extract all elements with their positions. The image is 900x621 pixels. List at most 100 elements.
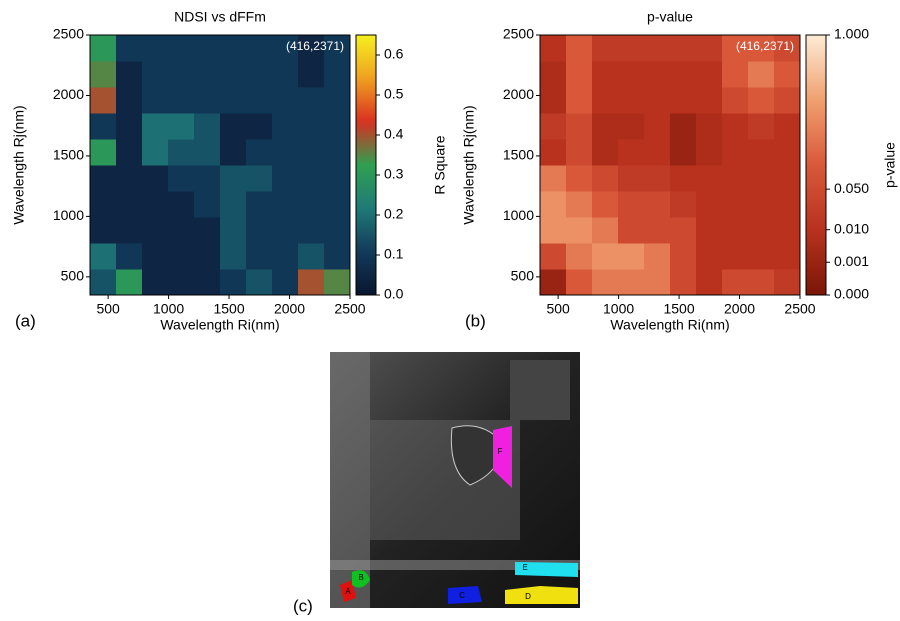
heatmap-cell bbox=[618, 61, 645, 88]
heatmap-cell bbox=[696, 113, 723, 140]
chart-title: p-value bbox=[647, 9, 693, 25]
heatmap-cell bbox=[566, 243, 593, 270]
y-tick-label: 1000 bbox=[503, 207, 534, 223]
heatmap-cell bbox=[644, 269, 671, 296]
heatmap-cell bbox=[116, 269, 143, 296]
heatmap-cell bbox=[324, 165, 351, 192]
heatmap-cell bbox=[168, 191, 195, 218]
heatmap-cell bbox=[116, 87, 143, 114]
heatmap-cell bbox=[644, 139, 671, 166]
heatmap-cell bbox=[722, 113, 749, 140]
heatmap-cell bbox=[644, 87, 671, 114]
heatmap-cell bbox=[116, 165, 143, 192]
region-label: C bbox=[459, 591, 465, 600]
heatmap-cell bbox=[116, 243, 143, 270]
colorbar-tick-label: 0.0 bbox=[384, 286, 404, 302]
heatmap-cell bbox=[168, 243, 195, 270]
heatmap-cell bbox=[540, 165, 567, 192]
heatmap-cell bbox=[90, 61, 117, 88]
heatmap-cell bbox=[566, 217, 593, 244]
heatmap-cell bbox=[774, 139, 801, 166]
x-tick-label: 1000 bbox=[153, 301, 184, 317]
heatmap-cell bbox=[246, 165, 273, 192]
heatmap-cell bbox=[246, 269, 273, 296]
x-tick-label: 2500 bbox=[784, 301, 815, 317]
heatmap-cell bbox=[142, 269, 169, 296]
heatmap-cell bbox=[540, 35, 567, 62]
heatmap-cell bbox=[670, 165, 697, 192]
heatmap-cell bbox=[90, 113, 117, 140]
x-tick-label: 2500 bbox=[334, 301, 365, 317]
heatmap-cell bbox=[220, 87, 247, 114]
heatmap-cell bbox=[592, 269, 619, 296]
heatmap-cell bbox=[722, 61, 749, 88]
heatmap-cell bbox=[324, 269, 351, 296]
annotation: (416,2371) bbox=[286, 39, 344, 53]
heatmap-cell bbox=[774, 87, 801, 114]
heatmap-cell bbox=[324, 243, 351, 270]
heatmap-cell bbox=[696, 87, 723, 114]
region-label: B bbox=[358, 573, 363, 582]
heatmap-cell bbox=[298, 87, 325, 114]
heatmap-cell bbox=[298, 165, 325, 192]
heatmap-cell bbox=[592, 87, 619, 114]
heatmap-cell bbox=[696, 243, 723, 270]
heatmap-cell bbox=[272, 139, 299, 166]
y-tick-label: 1500 bbox=[503, 147, 534, 163]
heatmap-cell bbox=[272, 61, 299, 88]
heatmap-cell bbox=[272, 217, 299, 244]
heatmap-cell bbox=[194, 269, 221, 296]
heatmap-cell bbox=[246, 61, 273, 88]
heatmap-cell bbox=[774, 269, 801, 296]
heatmap-cell bbox=[142, 113, 169, 140]
heatmap-cell bbox=[142, 35, 169, 62]
heatmap-cell bbox=[194, 191, 221, 218]
heatmap-cell bbox=[748, 243, 775, 270]
chart-title: NDSI vs dFFm bbox=[174, 9, 266, 25]
x-tick-label: 500 bbox=[96, 301, 120, 317]
heatmap-cell bbox=[298, 269, 325, 296]
heatmap-cell bbox=[246, 243, 273, 270]
heatmap-cell bbox=[670, 87, 697, 114]
heatmap-cell bbox=[748, 191, 775, 218]
heatmap-cell bbox=[168, 113, 195, 140]
y-tick-label: 1500 bbox=[53, 147, 84, 163]
heatmap-cell bbox=[168, 139, 195, 166]
heatmap-cell bbox=[220, 61, 247, 88]
heatmap-cell bbox=[142, 165, 169, 192]
heatmap-cell bbox=[774, 243, 801, 270]
heatmap-cell bbox=[566, 61, 593, 88]
heatmap-cell bbox=[168, 87, 195, 114]
heatmap-cell bbox=[618, 139, 645, 166]
heatmap-cell bbox=[644, 165, 671, 192]
heatmap bbox=[540, 35, 801, 296]
panel-label: (a) bbox=[15, 311, 36, 330]
region-label: E bbox=[522, 563, 527, 572]
heatmap-cell bbox=[774, 113, 801, 140]
heatmap-cell bbox=[324, 217, 351, 244]
region-label: F bbox=[498, 447, 503, 456]
heatmap-cell bbox=[220, 35, 247, 62]
heatmap-cell bbox=[220, 243, 247, 270]
colorbar bbox=[356, 35, 376, 295]
heatmap-cell bbox=[644, 217, 671, 244]
heatmap-cell bbox=[142, 139, 169, 166]
heatmap-cell bbox=[168, 61, 195, 88]
heatmap-cell bbox=[540, 87, 567, 114]
heatmap-cell bbox=[220, 113, 247, 140]
heatmap-cell bbox=[194, 61, 221, 88]
heatmap-cell bbox=[246, 87, 273, 114]
heatmap-cell bbox=[246, 139, 273, 166]
heatmap-cell bbox=[90, 191, 117, 218]
heatmap-cell bbox=[540, 191, 567, 218]
heatmap-cell bbox=[194, 35, 221, 62]
heatmap-cell bbox=[220, 191, 247, 218]
region-label: D bbox=[525, 592, 531, 601]
y-tick-label: 500 bbox=[61, 268, 85, 284]
heatmap-cell bbox=[324, 113, 351, 140]
heatmap-cell bbox=[168, 165, 195, 192]
heatmap-cell bbox=[696, 165, 723, 192]
y-axis-label: Wavelength Rj(nm) bbox=[461, 105, 477, 224]
heatmap-cell bbox=[748, 165, 775, 192]
heatmap-cell bbox=[194, 113, 221, 140]
